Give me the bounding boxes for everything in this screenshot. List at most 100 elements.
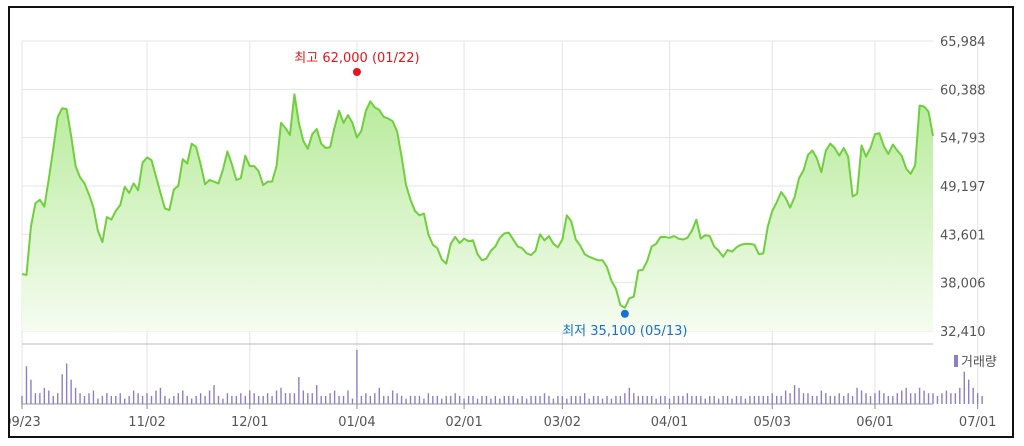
volume-bar bbox=[458, 395, 461, 404]
volume-bar bbox=[119, 393, 121, 404]
volume-bar bbox=[374, 393, 376, 404]
low-point bbox=[620, 309, 629, 318]
chart-frame: 최고 62,000 (01/22) 최저 35,100 (05/13) 65,98… bbox=[8, 6, 1014, 438]
volume-bar bbox=[557, 395, 559, 404]
volume-bar bbox=[240, 393, 242, 404]
volume-bar bbox=[293, 393, 296, 404]
volume-bar bbox=[271, 395, 273, 404]
volume-bar bbox=[164, 395, 166, 404]
volume-bar bbox=[418, 395, 421, 404]
volume-bar bbox=[731, 398, 733, 404]
volume-bar bbox=[235, 395, 238, 404]
volume-bar bbox=[976, 393, 979, 404]
y-tick-label: 60,388 bbox=[940, 83, 986, 98]
volume-bar bbox=[816, 395, 818, 404]
price-line bbox=[21, 93, 934, 309]
volume-bar bbox=[512, 395, 514, 404]
volume-bar bbox=[860, 390, 863, 404]
volume-bar bbox=[664, 395, 666, 404]
volume-bar bbox=[575, 395, 577, 404]
volume-bar bbox=[414, 395, 416, 404]
volume-bar bbox=[793, 385, 796, 404]
volume-bar bbox=[624, 393, 626, 404]
volume-bar bbox=[141, 395, 144, 404]
volume-bar bbox=[802, 393, 805, 404]
volume-bar bbox=[927, 393, 930, 404]
volume-bar bbox=[749, 395, 751, 404]
volume-bar bbox=[548, 395, 550, 404]
volume-bar bbox=[530, 395, 532, 404]
volume-bar bbox=[700, 395, 702, 404]
volume-bar bbox=[579, 395, 581, 404]
x-tick-label: 07/01 bbox=[959, 415, 996, 430]
volume-bar bbox=[726, 395, 729, 404]
x-tick-label: 03/02 bbox=[544, 415, 581, 430]
volume-bar bbox=[525, 398, 528, 404]
volume-bar bbox=[896, 393, 898, 404]
volume-bar bbox=[356, 350, 358, 404]
volume-bar bbox=[34, 393, 37, 404]
volume-bar bbox=[615, 395, 617, 404]
volume-bar bbox=[838, 393, 840, 404]
volume-bar bbox=[351, 398, 354, 404]
volume-bar bbox=[709, 395, 711, 404]
x-tick-label: 09/23 bbox=[10, 415, 41, 430]
volume-bar bbox=[432, 395, 434, 404]
volume-legend-swatch bbox=[954, 355, 958, 367]
volume-bar bbox=[847, 393, 849, 404]
volume-bar bbox=[543, 393, 546, 404]
volume-bar bbox=[776, 395, 778, 404]
volume-bar bbox=[508, 395, 510, 404]
volume-bar bbox=[516, 398, 519, 404]
volume-bar bbox=[762, 395, 765, 404]
volume-bar bbox=[566, 398, 568, 404]
volume-bar bbox=[159, 387, 162, 404]
volume-bar bbox=[735, 395, 738, 404]
high-point bbox=[352, 68, 361, 76]
volume-bar bbox=[856, 387, 858, 404]
volume-bar bbox=[92, 390, 95, 404]
volume-bar bbox=[499, 398, 501, 404]
y-axis: 65,984 60,388 54,793 49,197 43,601 38,006 32,4… bbox=[940, 35, 986, 340]
volume-bar bbox=[570, 395, 572, 404]
volume-bar bbox=[784, 390, 787, 404]
volume-bar bbox=[110, 395, 113, 404]
volume-bar bbox=[132, 390, 135, 404]
volume-bar bbox=[633, 393, 635, 404]
volume-bar bbox=[905, 387, 907, 404]
volume-bar bbox=[606, 395, 608, 404]
volume-bar bbox=[155, 390, 157, 404]
volume-bar bbox=[668, 398, 671, 404]
price-area-fill bbox=[22, 94, 933, 331]
volume-bar bbox=[137, 393, 139, 404]
volume-bar bbox=[387, 395, 389, 404]
volume-bar bbox=[740, 395, 742, 404]
volume-bar bbox=[753, 395, 756, 404]
volume-bar bbox=[704, 398, 706, 404]
volume-bar bbox=[275, 390, 278, 404]
volume-bar bbox=[673, 395, 675, 404]
volume-bar bbox=[409, 395, 412, 404]
volume-bar bbox=[914, 393, 916, 404]
volume-bar bbox=[222, 398, 224, 404]
volume-bar bbox=[503, 395, 505, 404]
volume-bar bbox=[941, 393, 943, 404]
volume-bar bbox=[405, 398, 407, 404]
volume-bar bbox=[204, 395, 206, 404]
x-tick-label: 06/01 bbox=[856, 415, 893, 430]
volume-bar bbox=[476, 398, 479, 404]
y-tick-label: 43,601 bbox=[940, 228, 986, 243]
volume-bar bbox=[266, 393, 269, 404]
volume-bar bbox=[445, 395, 447, 404]
volume-bar bbox=[128, 395, 130, 404]
volume-bar bbox=[39, 393, 41, 404]
volume-bar bbox=[316, 385, 318, 404]
volume-panel: 거래량 bbox=[21, 350, 997, 404]
volume-bar bbox=[936, 395, 939, 404]
volume-bar bbox=[48, 390, 50, 404]
volume-bar bbox=[637, 395, 639, 404]
volume-bar bbox=[968, 379, 970, 404]
volume-bar bbox=[441, 398, 443, 404]
low-label: 최저 35,100 (05/13) bbox=[562, 324, 687, 339]
volume-bar bbox=[717, 398, 720, 404]
